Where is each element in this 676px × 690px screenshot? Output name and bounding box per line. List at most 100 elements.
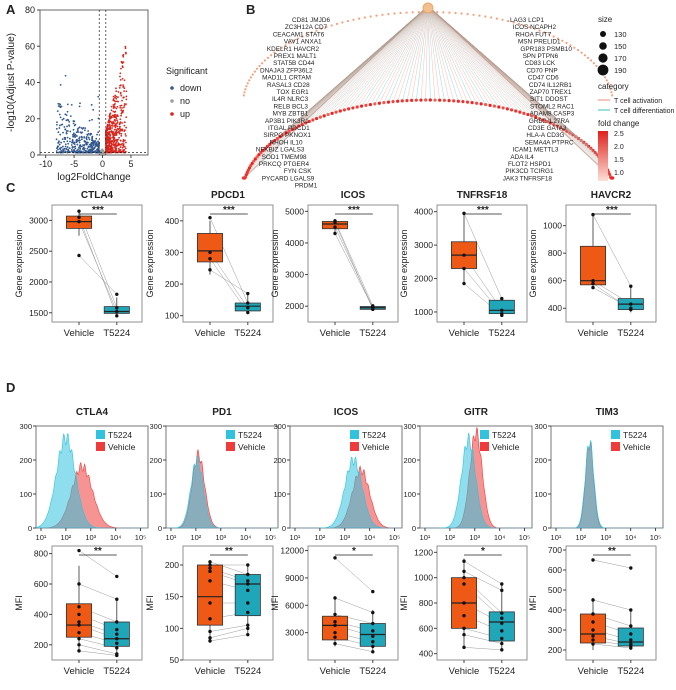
mfi-point (591, 620, 595, 624)
network-node (252, 159, 256, 163)
mfi-point (371, 610, 375, 615)
volcano-point-up (117, 138, 119, 141)
mfi-ylabel: MFI (528, 595, 538, 611)
volcano-point-down (66, 151, 69, 154)
volcano-point-down (65, 119, 68, 122)
volcano-point-down (59, 83, 62, 86)
hist-ytick-label: 100 (403, 490, 416, 499)
hist-title: CTLA4 (76, 407, 109, 418)
hist-title: GITR (464, 407, 489, 418)
volcano-point-down (68, 120, 71, 123)
mfi-ytick-label: 500 (548, 585, 562, 595)
network-node (368, 102, 372, 107)
network-gene-label-right: CD47 CD6 (528, 75, 559, 82)
hist-xtick-label: 10² (575, 533, 586, 542)
mfi-pair-line (463, 634, 502, 644)
network-gene-label-right: ZAP70 TREX1 (530, 89, 572, 96)
volcano-point-down (65, 147, 68, 150)
volcano-point-down (69, 115, 72, 118)
network-edge (388, 5, 429, 103)
mfi-point (115, 653, 119, 658)
volcano-point-down (75, 139, 78, 142)
expr-ytick-label: 4000 (414, 207, 433, 217)
network-arc-node (301, 35, 304, 38)
volcano-point-down (79, 102, 81, 105)
expr-point (77, 209, 81, 213)
volcano-point-down (75, 141, 78, 144)
hist-xtick-label: 10⁴ (625, 533, 637, 542)
volcano-point-down (65, 114, 68, 117)
mfi-pair-line (463, 560, 502, 585)
mfi-point (371, 621, 375, 626)
network-gene-label-left: MYB ZBTB1 (273, 111, 309, 118)
volcano-point-down (95, 137, 98, 140)
hist-xtick-label: 10⁴ (240, 533, 252, 542)
network-node (307, 119, 311, 124)
network-gene-label-left: PRDM1 (295, 183, 318, 190)
mfi-point (591, 598, 595, 602)
hist-ytick-label: 100 (534, 490, 547, 499)
volcano-point-down (90, 151, 93, 154)
mfi-pair-line (592, 599, 631, 611)
volcano-point-down (80, 132, 83, 134)
network-gene-label-right: ICOS NCAPH2 (513, 24, 557, 31)
network-gene-label-right: HLA-A CD3G (526, 132, 564, 139)
mfi-point (371, 589, 375, 594)
hist-legend-item: T5224 (362, 430, 386, 440)
network-node (281, 133, 285, 137)
volcano-point-down (91, 118, 93, 121)
volcano-point-up (120, 94, 123, 97)
network-node (268, 142, 272, 146)
network-arc-node (296, 37, 300, 40)
volcano-point-up (118, 86, 121, 89)
volcano-point-up (112, 105, 115, 108)
network-node (438, 98, 442, 102)
volcano-point-down (69, 130, 72, 133)
volcano-point-down (63, 140, 66, 143)
volcano-point-up (120, 67, 122, 70)
fold-legend-tick: 1.0 (614, 170, 624, 177)
mfi-point (333, 619, 337, 624)
mfi-point (246, 582, 250, 586)
volcano-point-up (119, 75, 121, 78)
mfi-point (208, 636, 212, 640)
volcano-ytick-label: 20 (25, 114, 35, 124)
volcano-point-up (117, 142, 120, 145)
network-arc-node (610, 91, 613, 94)
network-edge (427, 5, 516, 112)
volcano-point-up (124, 150, 127, 153)
expr-pair-line (592, 214, 632, 287)
volcano-point-down (84, 127, 87, 130)
expr-ytick-label: 1500 (29, 308, 48, 318)
network-gene-label-right: ICAM1 METTL3 (513, 147, 559, 154)
size-legend-value: 150 (614, 42, 627, 51)
hist-ytick-label: 0 (543, 524, 547, 533)
expr-ylabel: Gene expression (399, 229, 409, 297)
expr-point (208, 215, 212, 220)
mfi-point (333, 596, 337, 600)
network-arc-node (320, 27, 323, 30)
mfi-xtick-label: Vehicle (320, 666, 351, 677)
volcano-point-up (122, 144, 125, 147)
expr-pair-line (334, 220, 374, 306)
network-node (461, 100, 465, 104)
volcano-point-down (86, 133, 89, 136)
mfi-xtick-label: Vehicle (64, 666, 95, 677)
volcano-point-down (73, 143, 76, 146)
volcano-point-down (58, 143, 61, 146)
network-gene-label-right: JAK3 TNFRSF18 (503, 175, 553, 182)
volcano-point-up (125, 52, 127, 55)
volcano-point-up (110, 140, 113, 143)
network-arc-node (315, 29, 318, 32)
volcano-point-up (118, 148, 121, 151)
expr-ylabel: Gene expression (528, 229, 538, 297)
volcano-point-up (124, 147, 127, 150)
expr-point (500, 313, 504, 318)
network-arc-node (442, 11, 445, 14)
network-edge (331, 5, 429, 114)
mfi-ytick-label: 600 (419, 623, 433, 633)
network-node (526, 112, 530, 117)
network-hub (422, 2, 434, 14)
mfi-point (500, 582, 504, 586)
volcano-point-up (110, 142, 113, 145)
